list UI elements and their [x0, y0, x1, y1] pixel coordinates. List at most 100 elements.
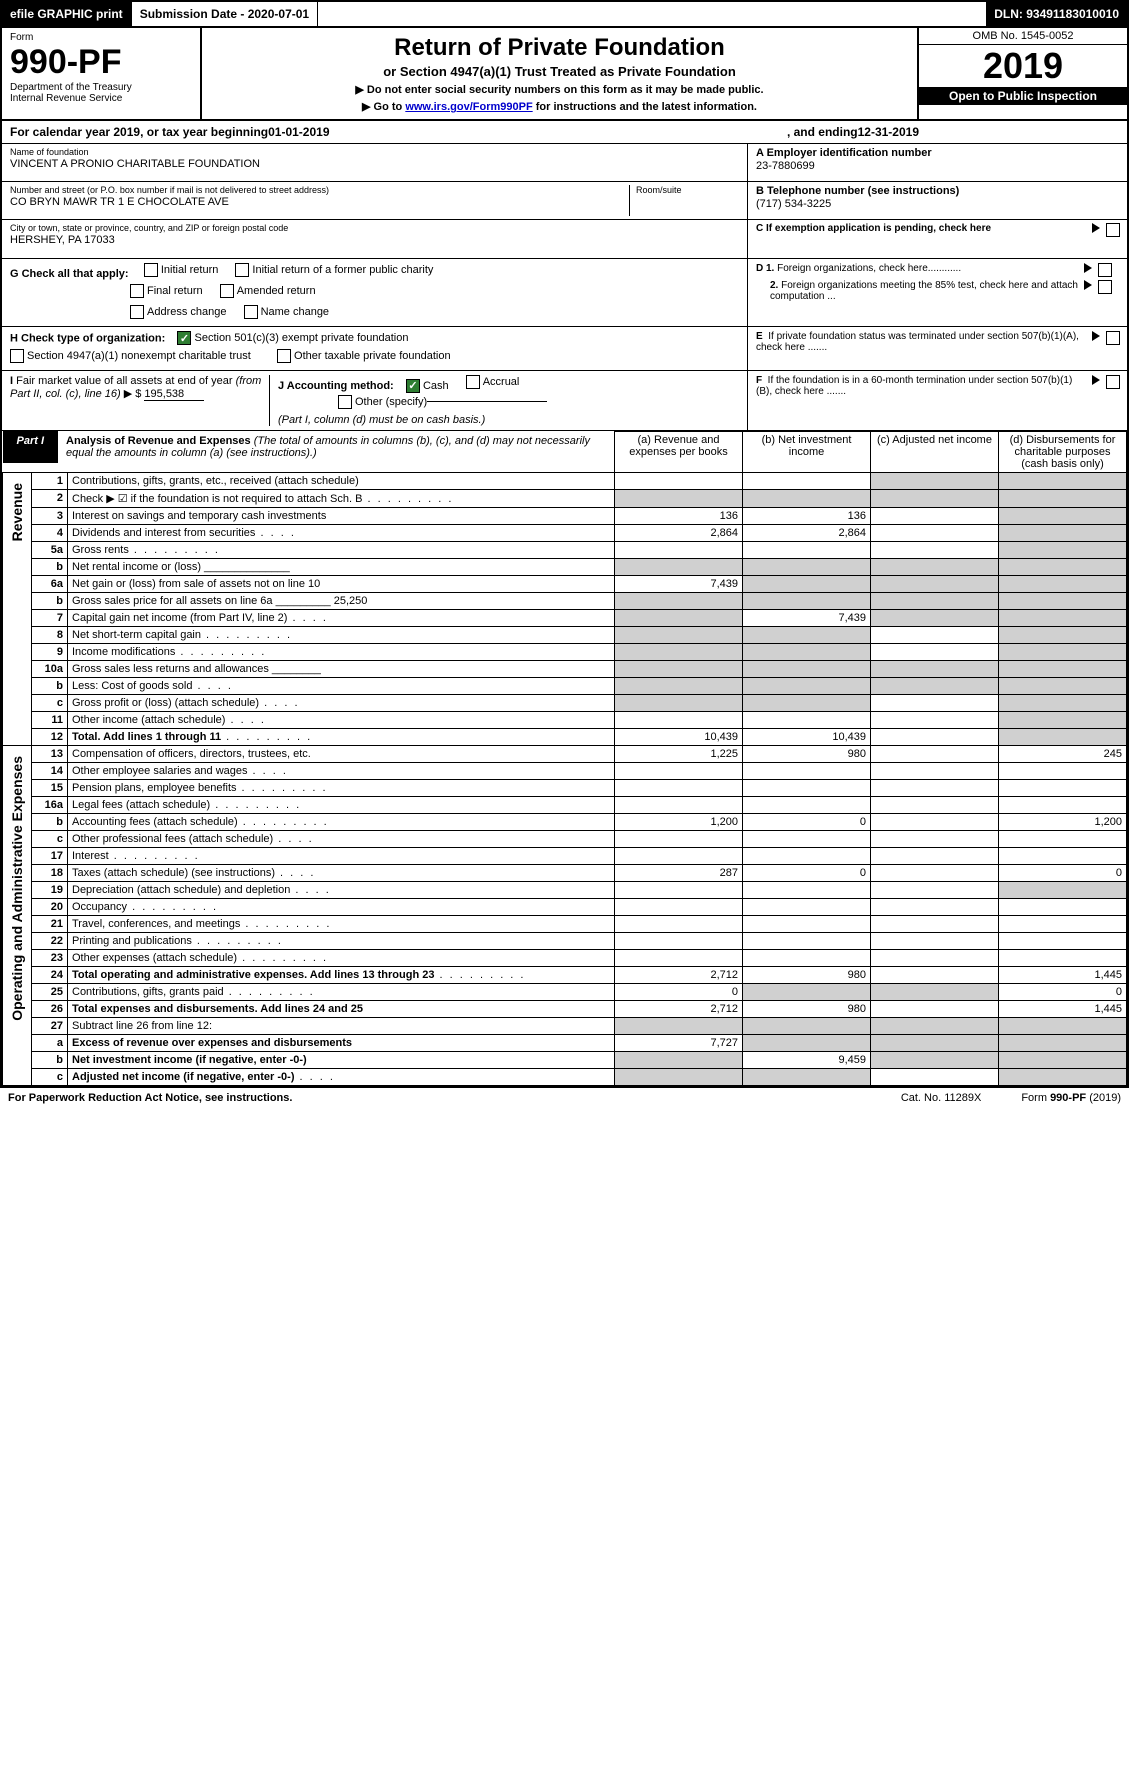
- amount-cell: [999, 881, 1127, 898]
- line-description: Other professional fees (attach schedule…: [68, 830, 615, 847]
- amount-cell: [743, 762, 871, 779]
- line-number: 27: [32, 1017, 68, 1034]
- d2-checkbox[interactable]: [1098, 280, 1112, 294]
- initial-label: Initial return: [161, 264, 218, 276]
- amount-cell: [999, 643, 1127, 660]
- amount-cell: [871, 1034, 999, 1051]
- line-number: 25: [32, 983, 68, 1000]
- arrow-icon: [1092, 375, 1100, 385]
- sec4947-label: Section 4947(a)(1) nonexempt charitable …: [27, 350, 251, 362]
- other-taxable-label: Other taxable private foundation: [294, 350, 451, 362]
- line-description: Net rental income or (loss) ____________…: [68, 558, 615, 575]
- amount-cell: [615, 1051, 743, 1068]
- line-number: 16a: [32, 796, 68, 813]
- table-row: bNet investment income (if negative, ent…: [3, 1051, 1127, 1068]
- table-row: 3Interest on savings and temporary cash …: [3, 507, 1127, 524]
- line-description: Net gain or (loss) from sale of assets n…: [68, 575, 615, 592]
- amount-cell: [615, 762, 743, 779]
- amount-cell: [871, 864, 999, 881]
- amount-cell: [871, 472, 999, 489]
- amount-cell: [871, 779, 999, 796]
- line-number: 13: [32, 745, 68, 762]
- amount-cell: [615, 1017, 743, 1034]
- line-number: 1: [32, 472, 68, 489]
- calendar-year-row: For calendar year 2019, or tax year begi…: [2, 121, 1127, 144]
- amount-cell: 10,439: [743, 728, 871, 745]
- line-description: Less: Cost of goods sold: [68, 677, 615, 694]
- line-number: 11: [32, 711, 68, 728]
- line-number: b: [32, 558, 68, 575]
- accrual-checkbox[interactable]: [466, 375, 480, 389]
- part1-table: Part I Analysis of Revenue and Expenses …: [2, 431, 1127, 1086]
- entity-info: Name of foundation VINCENT A PRONIO CHAR…: [2, 144, 1127, 259]
- line-number: 3: [32, 507, 68, 524]
- d1-checkbox[interactable]: [1098, 263, 1112, 277]
- amount-cell: [743, 575, 871, 592]
- line-number: 9: [32, 643, 68, 660]
- h-label: H Check type of organization:: [10, 333, 165, 345]
- amount-cell: [871, 1000, 999, 1017]
- line-number: 14: [32, 762, 68, 779]
- final-checkbox[interactable]: [130, 284, 144, 298]
- amount-cell: [871, 507, 999, 524]
- amount-cell: [999, 541, 1127, 558]
- namechange-label: Name change: [261, 306, 330, 318]
- line-description: Other employee salaries and wages: [68, 762, 615, 779]
- amount-cell: [743, 949, 871, 966]
- ij-section: I Fair market value of all assets at end…: [2, 371, 1127, 431]
- form990pf-link[interactable]: www.irs.gov/Form990PF: [405, 101, 532, 113]
- line-number: b: [32, 1051, 68, 1068]
- amount-cell: [871, 762, 999, 779]
- other-taxable-checkbox[interactable]: [277, 349, 291, 363]
- line-description: Legal fees (attach schedule): [68, 796, 615, 813]
- form-subtitle: or Section 4947(a)(1) Trust Treated as P…: [214, 64, 905, 79]
- line-number: 8: [32, 626, 68, 643]
- amount-cell: [871, 745, 999, 762]
- amount-cell: [871, 830, 999, 847]
- initial-former-checkbox[interactable]: [235, 263, 249, 277]
- amount-cell: [615, 609, 743, 626]
- amount-cell: [999, 660, 1127, 677]
- amount-cell: [871, 558, 999, 575]
- sec4947-checkbox[interactable]: [10, 349, 24, 363]
- line-number: 17: [32, 847, 68, 864]
- line-number: b: [32, 592, 68, 609]
- line-number: 15: [32, 779, 68, 796]
- e-checkbox[interactable]: [1106, 331, 1120, 345]
- amount-cell: [743, 592, 871, 609]
- other-spec-checkbox[interactable]: [338, 395, 352, 409]
- amended-label: Amended return: [237, 285, 316, 297]
- table-row: 16aLegal fees (attach schedule): [3, 796, 1127, 813]
- f-checkbox[interactable]: [1106, 375, 1120, 389]
- phone-value: (717) 534-3225: [756, 198, 1119, 210]
- amount-cell: 245: [999, 745, 1127, 762]
- amount-cell: [615, 932, 743, 949]
- arrow-icon: [1092, 331, 1100, 341]
- namechange-checkbox[interactable]: [244, 305, 258, 319]
- phone-label: B Telephone number (see instructions): [756, 185, 1119, 197]
- table-row: 11Other income (attach schedule): [3, 711, 1127, 728]
- form-title: Return of Private Foundation: [214, 34, 905, 62]
- amended-checkbox[interactable]: [220, 284, 234, 298]
- amount-cell: [871, 626, 999, 643]
- addr-checkbox[interactable]: [130, 305, 144, 319]
- table-row: 12Total. Add lines 1 through 1110,43910,…: [3, 728, 1127, 745]
- initial-checkbox[interactable]: [144, 263, 158, 277]
- fmv-value: 195,538: [144, 388, 204, 401]
- line-number: 2: [32, 489, 68, 507]
- amount-cell: [871, 609, 999, 626]
- amount-cell: [871, 915, 999, 932]
- line-description: Capital gain net income (from Part IV, l…: [68, 609, 615, 626]
- room-label: Room/suite: [636, 185, 739, 195]
- table-row: 25Contributions, gifts, grants paid00: [3, 983, 1127, 1000]
- amount-cell: [743, 1017, 871, 1034]
- table-row: aExcess of revenue over expenses and dis…: [3, 1034, 1127, 1051]
- amount-cell: 0: [743, 864, 871, 881]
- table-row: bAccounting fees (attach schedule)1,2000…: [3, 813, 1127, 830]
- table-row: 20Occupancy: [3, 898, 1127, 915]
- c-checkbox[interactable]: [1106, 223, 1120, 237]
- sec501-checkbox[interactable]: ✓: [177, 331, 191, 345]
- amount-cell: [743, 779, 871, 796]
- cash-checkbox[interactable]: ✓: [406, 379, 420, 393]
- ein-label: A Employer identification number: [756, 147, 1119, 159]
